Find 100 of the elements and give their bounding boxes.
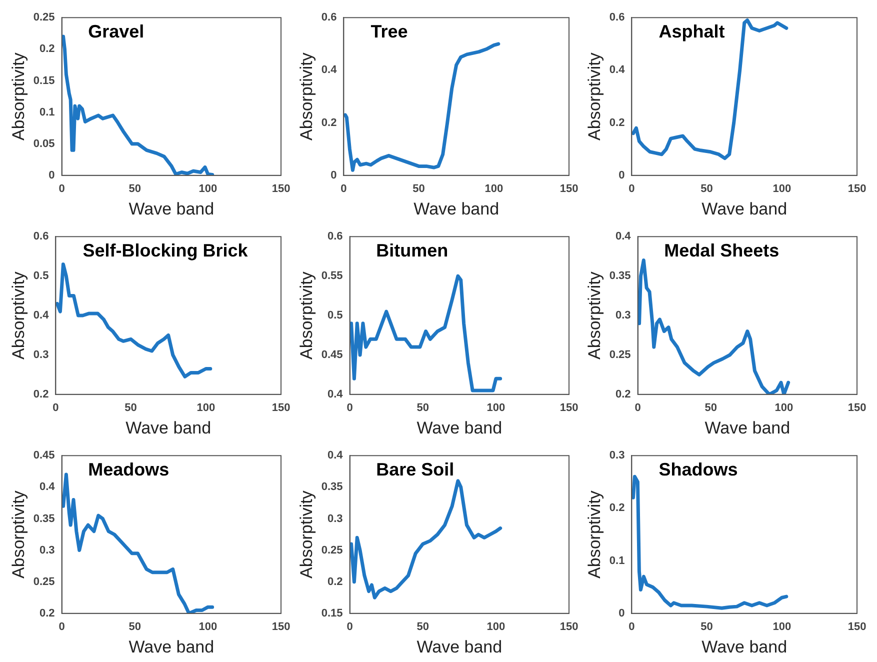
- y-axis-title: Absorptivity: [8, 52, 28, 140]
- chart-title: Meadows: [88, 460, 170, 480]
- x-tick-label: 0: [58, 621, 65, 634]
- x-axis-title: Wave band: [126, 418, 212, 438]
- y-tick-label: 0.2: [616, 388, 631, 400]
- y-tick-label: 0: [618, 169, 625, 182]
- x-axis-title: Wave band: [128, 199, 214, 218]
- x-tick-label: 50: [128, 183, 141, 196]
- y-tick-label: 0.5: [328, 310, 343, 322]
- y-tick-label: 0.15: [33, 74, 55, 87]
- x-tick-label: 150: [848, 621, 866, 634]
- x-tick-label: 0: [58, 183, 65, 196]
- y-axis-title: Absorptivity: [584, 271, 604, 360]
- x-tick-label: 150: [272, 183, 290, 196]
- chart-title: Tree: [370, 22, 408, 42]
- y-axis-title: Absorptivity: [296, 271, 316, 360]
- x-tick-label: 150: [560, 402, 578, 414]
- y-tick-label: 0.2: [609, 502, 625, 514]
- y-axis-title: Absorptivity: [8, 490, 28, 578]
- y-tick-label: 0.2: [40, 607, 55, 620]
- y-tick-label: 0.6: [328, 230, 343, 243]
- x-tick-label: 150: [560, 183, 578, 196]
- x-tick-label: 150: [560, 621, 578, 634]
- y-tick-label: 0.2: [609, 116, 625, 129]
- x-tick-label: 50: [412, 183, 425, 196]
- y-tick-label: 0.2: [33, 388, 49, 400]
- y-tick-label: 0.2: [328, 576, 343, 588]
- x-axis-title: Wave band: [702, 199, 788, 218]
- y-tick-label: 0.35: [609, 270, 631, 282]
- y-tick-label: 0.2: [321, 116, 337, 129]
- x-tick-label: 0: [346, 621, 353, 634]
- y-tick-label: 0.35: [33, 512, 55, 525]
- y-tick-label: 0.25: [33, 576, 55, 588]
- x-tick-label: 50: [128, 621, 141, 634]
- y-tick-label: 0.4: [616, 230, 632, 243]
- x-tick-label: 100: [196, 402, 216, 414]
- y-axis-title: Absorptivity: [296, 52, 316, 140]
- y-tick-label: 0.4: [328, 450, 344, 462]
- chart-title: Gravel: [88, 22, 144, 42]
- x-tick-label: 100: [198, 183, 218, 196]
- y-tick-label: 0.55: [321, 270, 343, 282]
- y-tick-label: 0.3: [40, 544, 55, 556]
- y-tick-label: 0.6: [609, 12, 625, 24]
- y-tick-label: 0.2: [40, 43, 55, 56]
- y-tick-label: 0.45: [33, 450, 55, 462]
- y-axis-title: Absorptivity: [296, 490, 316, 578]
- x-tick-label: 100: [772, 621, 792, 634]
- y-tick-label: 0.1: [609, 554, 625, 567]
- y-tick-label: 0.4: [40, 481, 56, 494]
- x-tick-label: 150: [848, 183, 866, 196]
- x-tick-label: 150: [272, 402, 290, 414]
- x-axis-title: Wave band: [128, 637, 214, 656]
- y-tick-label: 0.4: [321, 64, 338, 76]
- x-axis-title: Wave band: [416, 637, 502, 656]
- chart-title: Medal Sheets: [664, 240, 780, 261]
- y-tick-label: 0.45: [321, 348, 343, 361]
- y-tick-label: 0.6: [321, 12, 337, 24]
- y-tick-label: 0.05: [33, 138, 55, 150]
- y-tick-label: 0.1: [40, 106, 55, 118]
- y-tick-label: 0.3: [616, 310, 631, 322]
- x-axis-title: Wave band: [414, 199, 500, 218]
- x-tick-label: 50: [700, 183, 713, 196]
- y-tick-label: 0: [618, 607, 625, 620]
- x-tick-label: 50: [416, 621, 429, 634]
- x-tick-label: 100: [486, 402, 506, 414]
- x-tick-label: 100: [486, 621, 506, 634]
- x-tick-label: 50: [124, 402, 137, 414]
- y-axis-title: Absorptivity: [584, 490, 604, 578]
- x-axis-title: Wave band: [702, 637, 788, 656]
- x-tick-label: 50: [416, 402, 429, 414]
- x-tick-label: 150: [848, 402, 866, 414]
- x-tick-label: 100: [484, 183, 504, 196]
- x-tick-label: 0: [346, 402, 353, 414]
- chart-title: Bitumen: [376, 240, 448, 261]
- y-tick-label: 0.5: [33, 270, 49, 282]
- y-tick-label: 0.4: [328, 388, 344, 400]
- chart-title: Self-Blocking Brick: [82, 240, 249, 261]
- y-tick-label: 0.4: [609, 64, 626, 76]
- chart-title: Shadows: [658, 460, 738, 480]
- y-axis-title: Absorptivity: [8, 271, 28, 360]
- x-tick-label: 0: [634, 402, 641, 414]
- y-tick-label: 0.25: [609, 348, 631, 361]
- x-tick-label: 50: [700, 621, 713, 634]
- chart-title: Bare Soil: [376, 460, 454, 480]
- y-tick-label: 0: [48, 169, 55, 182]
- x-tick-label: 100: [198, 621, 218, 634]
- x-tick-label: 100: [774, 402, 794, 414]
- y-tick-label: 0.3: [609, 450, 625, 462]
- y-tick-label: 0.35: [321, 481, 343, 494]
- x-tick-label: 100: [772, 183, 792, 196]
- y-tick-label: 0.4: [33, 310, 50, 322]
- y-tick-label: 0.3: [33, 348, 49, 361]
- x-axis-title: Wave band: [704, 418, 790, 438]
- y-axis-title: Absorptivity: [584, 52, 604, 140]
- y-tick-label: 0: [330, 169, 337, 182]
- chart-title: Asphalt: [658, 22, 725, 42]
- x-axis-title: Wave band: [416, 418, 502, 438]
- x-tick-label: 50: [704, 402, 717, 414]
- y-tick-label: 0.25: [321, 544, 343, 556]
- y-tick-label: 0.3: [328, 512, 343, 525]
